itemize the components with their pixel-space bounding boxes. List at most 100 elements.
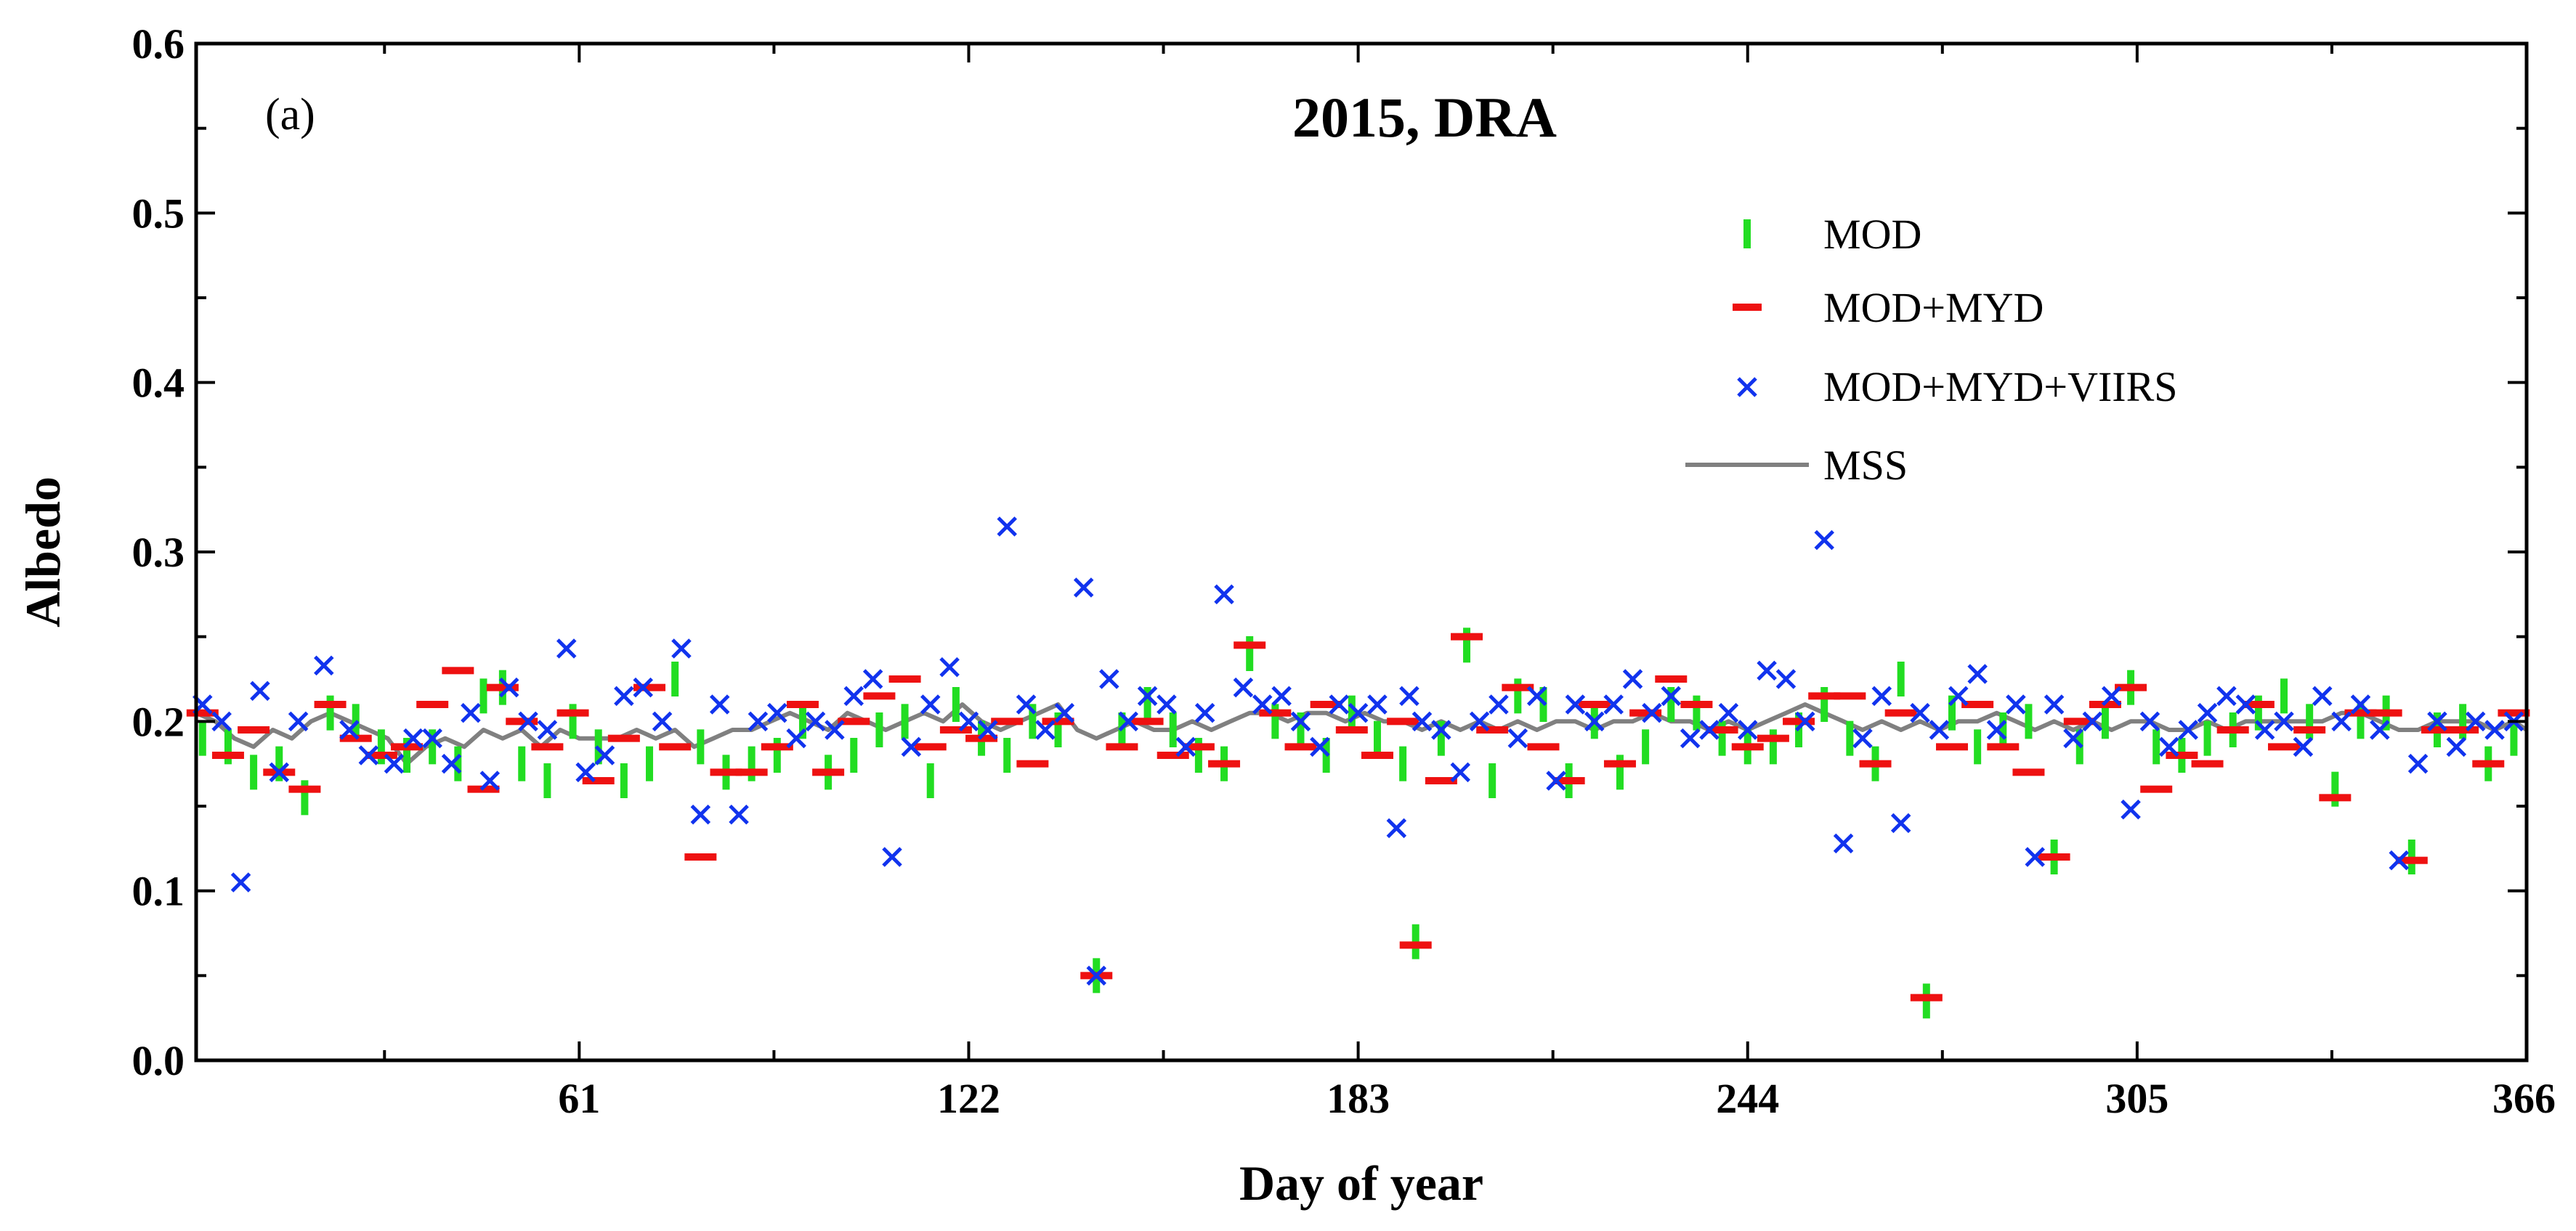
mod-myd-point <box>1757 734 1789 742</box>
mod-point <box>275 746 283 781</box>
mod-myd-point <box>1259 709 1292 717</box>
y-tick-label: 0.5 <box>132 190 185 237</box>
viirs-point <box>843 686 864 707</box>
viirs-point <box>1757 660 1777 681</box>
viirs-point <box>1310 736 1330 757</box>
viirs-point <box>1852 728 1873 749</box>
mod-myd-point <box>2498 709 2530 717</box>
viirs-point <box>920 694 941 715</box>
viirs-point <box>2121 799 2141 820</box>
mod-myd-point <box>442 667 474 675</box>
x-tick-label: 61 <box>558 1075 600 1122</box>
mod-myd-point <box>1106 743 1138 751</box>
mod-point <box>671 662 679 696</box>
x-tick-label: 244 <box>1716 1075 1779 1122</box>
y-tick-label: 0.2 <box>132 698 185 745</box>
mod-myd-point <box>365 752 397 759</box>
viirs-point <box>314 655 334 676</box>
viirs-point <box>652 711 673 732</box>
mod-point <box>952 687 960 722</box>
mod-myd-point <box>1884 709 1917 717</box>
viirs-point <box>2139 711 2160 732</box>
viirs-point <box>1565 694 1586 715</box>
viirs-point <box>2216 686 2237 707</box>
viirs-point <box>1967 664 1988 684</box>
mod-point <box>1974 729 1982 765</box>
x-axis-title: Day of year <box>1239 1155 1483 1211</box>
y-axis-title: Albedo <box>15 476 70 627</box>
y-tick-label: 0.3 <box>132 529 185 576</box>
mod-point <box>1003 738 1011 773</box>
mod-point <box>1897 662 1905 696</box>
mod-myd-point <box>531 743 564 751</box>
y-tick-label: 0.0 <box>132 1037 185 1084</box>
viirs-point <box>2350 694 2371 715</box>
mod-point <box>1948 695 1956 731</box>
mod-myd-point <box>582 777 615 784</box>
chart-title: 2015, DRA <box>1292 86 1557 149</box>
mod-myd-point <box>2344 709 2377 717</box>
viirs-point <box>1194 702 1215 723</box>
viirs-point <box>230 872 251 893</box>
mod-myd-point <box>1361 752 1393 759</box>
viirs-point <box>1622 669 1643 689</box>
mod-point <box>646 746 654 781</box>
mod-myd-point <box>2319 794 2352 802</box>
mod-point <box>2025 704 2033 739</box>
mod-point <box>1616 755 1624 790</box>
viirs-point <box>1814 529 1834 551</box>
viirs-point <box>2331 711 2352 732</box>
mod-myd-point <box>1208 760 1241 768</box>
viirs-point <box>1329 694 1350 715</box>
mod-myd-point <box>607 734 640 742</box>
mod-point <box>250 755 258 790</box>
mod-myd-point <box>2472 760 2505 768</box>
viirs-point <box>1367 694 1388 715</box>
mod-myd-point <box>1578 701 1611 708</box>
legend-item-mod: MOD <box>1743 211 1921 258</box>
viirs-point <box>1290 711 1311 732</box>
mod-myd-point <box>1552 777 1585 784</box>
mod-myd-point <box>1808 692 1841 700</box>
mod-myd-point <box>2447 726 2479 734</box>
mod-myd-point <box>914 743 947 751</box>
viirs-point <box>958 711 979 732</box>
mod-point <box>1642 729 1650 765</box>
mod-myd-point <box>1335 726 1368 734</box>
mod-myd-point <box>288 785 321 793</box>
mod-point <box>1348 695 1356 731</box>
mod-myd-point <box>939 726 972 734</box>
viirs-point <box>767 702 787 723</box>
mod-myd-point <box>2038 853 2070 861</box>
viirs-point <box>1431 720 1451 740</box>
viirs-point <box>1233 677 1254 698</box>
viirs-point <box>358 745 379 765</box>
viirs-point <box>1016 694 1037 715</box>
axis-layer: 0.0 0.1 0.2 0.3 0.4 0.5 0.6 61 122 183 244 305 366 <box>132 20 2556 1122</box>
mod-myd-point <box>812 768 845 776</box>
viirs-point <box>1718 702 1739 723</box>
legend-mss-label: MSS <box>1823 442 1908 489</box>
viirs-point <box>1157 694 1177 715</box>
mod-point <box>2459 704 2467 739</box>
viirs-point <box>250 680 270 702</box>
mod-myd-point <box>1655 675 1688 683</box>
y-tick-label: 0.6 <box>132 20 185 68</box>
mod-point <box>301 780 309 816</box>
viirs-point <box>1214 584 1234 605</box>
mod-myd-point <box>1603 760 1636 768</box>
viirs-point <box>939 657 960 678</box>
mod-point <box>1399 746 1407 781</box>
mod-point <box>2203 720 2211 756</box>
mod-myd-point <box>633 683 666 691</box>
viirs-point <box>748 711 769 732</box>
mod-myd-point <box>211 752 244 759</box>
mod-point <box>1489 763 1496 798</box>
mod-point <box>1194 738 1202 773</box>
viirs-point <box>403 728 424 749</box>
viirs-point <box>1948 686 1969 707</box>
mod-point <box>901 704 909 739</box>
mod-myd-point <box>1783 718 1815 726</box>
viirs-point <box>633 677 654 698</box>
viirs-point <box>594 745 615 765</box>
